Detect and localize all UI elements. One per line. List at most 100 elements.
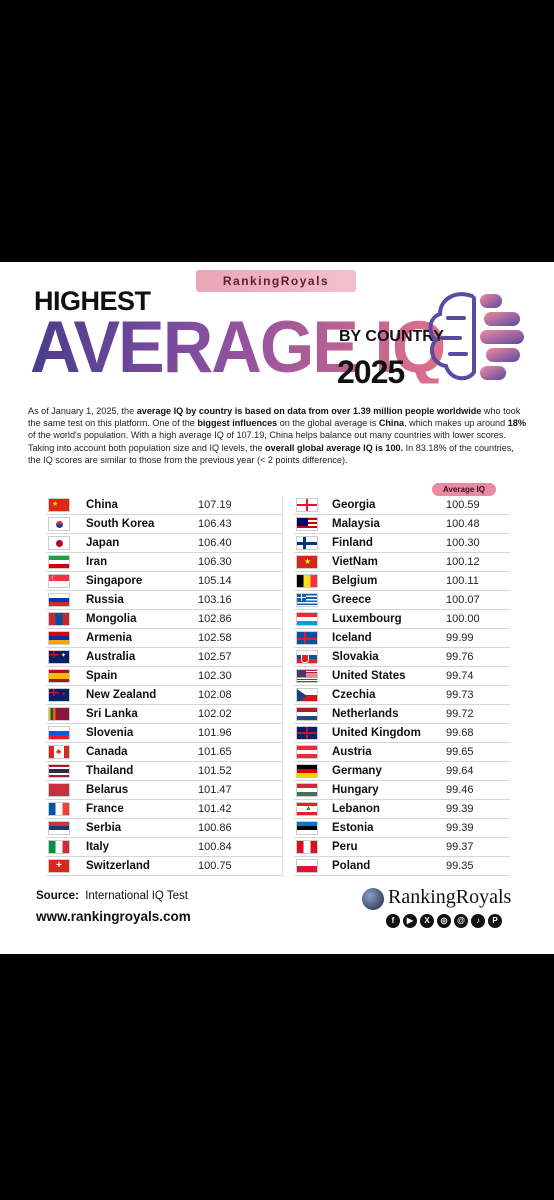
table-row: Malaysia 100.48 [294, 515, 510, 534]
iq-value: 100.75 [198, 860, 232, 872]
country-name: Serbia [86, 822, 122, 834]
slovakia-flag-icon [296, 650, 318, 664]
country-name: Malaysia [332, 518, 380, 530]
country-name: United States [332, 670, 406, 682]
country-name: Austria [332, 746, 372, 758]
table-row: Georgia 100.59 [294, 496, 510, 515]
country-name: Georgia [332, 499, 376, 511]
table-row: Belarus 101.47 [46, 781, 282, 800]
table-row: Mongolia 102.86 [46, 610, 282, 629]
facebook-icon[interactable]: f [386, 914, 400, 928]
website-url: www.rankingroyals.com [36, 909, 191, 924]
country-name: Poland [332, 860, 371, 872]
iq-value: 103.16 [198, 594, 232, 606]
tiktok-icon[interactable]: ♪ [471, 914, 485, 928]
table-row: United States 99.74 [294, 667, 510, 686]
country-name: Peru [332, 841, 358, 853]
poland-flag-icon [296, 859, 318, 873]
row-separator [46, 742, 282, 743]
country-name: Belgium [332, 575, 378, 587]
iq-value: 99.35 [446, 860, 474, 872]
iq-value: 100.59 [446, 499, 480, 511]
row-separator [46, 780, 282, 781]
iq-value: 107.19 [198, 499, 232, 511]
globe-icon [362, 888, 384, 910]
estonia-flag-icon [296, 821, 318, 835]
country-name: Belarus [86, 784, 129, 796]
threads-icon[interactable]: @ [454, 914, 468, 928]
row-separator [294, 552, 510, 553]
country-name: Mongolia [86, 613, 137, 625]
country-name: Luxembourg [332, 613, 402, 625]
germany-flag-icon [296, 764, 318, 778]
austria-flag-icon [296, 745, 318, 759]
country-name: Estonia [332, 822, 374, 834]
row-separator [46, 514, 282, 515]
table-row: Spain 102.30 [46, 667, 282, 686]
source-line: Source: International IQ Test [36, 890, 188, 902]
country-name: Slovenia [86, 727, 134, 739]
mongolia-flag-icon [48, 612, 70, 626]
table-row: ♣ Canada 101.65 [46, 743, 282, 762]
table-row: Netherlands 99.72 [294, 705, 510, 724]
table-row: Finland 100.30 [294, 534, 510, 553]
instagram-icon[interactable]: ◎ [437, 914, 451, 928]
intro-paragraph: As of January 1, 2025, the average IQ by… [28, 406, 526, 465]
row-separator [46, 818, 282, 819]
country-name: Switzerland [86, 860, 150, 872]
united-kingdom-flag-icon [296, 726, 318, 740]
table-row: Germany 99.64 [294, 762, 510, 781]
country-name: China [86, 499, 118, 511]
iq-value: 99.76 [446, 651, 474, 663]
country-name: Slovakia [332, 651, 379, 663]
row-separator [294, 685, 510, 686]
table-row: Italy 100.84 [46, 838, 282, 857]
country-name: Spain [86, 670, 118, 682]
row-separator [294, 818, 510, 819]
x-icon[interactable]: X [420, 914, 434, 928]
country-name: South Korea [86, 518, 155, 530]
hungary-flag-icon [296, 783, 318, 797]
country-name: Greece [332, 594, 372, 606]
row-separator [294, 875, 510, 876]
table-row: Iceland 99.99 [294, 629, 510, 648]
country-name: United Kingdom [332, 727, 421, 739]
china-flag-icon: ★ [48, 498, 70, 512]
iq-value: 105.14 [198, 575, 232, 587]
vietnam-flag-icon: ★ [296, 555, 318, 569]
czechia-flag-icon [296, 688, 318, 702]
pinterest-icon[interactable]: P [488, 914, 502, 928]
armenia-flag-icon [48, 631, 70, 645]
country-name: Armenia [86, 632, 133, 644]
row-separator [294, 856, 510, 857]
youtube-icon[interactable]: ▶ [403, 914, 417, 928]
iceland-flag-icon [296, 631, 318, 645]
table-row: + Switzerland 100.75 [46, 857, 282, 876]
row-separator [294, 590, 510, 591]
table-row: ▲ Lebanon 99.39 [294, 800, 510, 819]
row-separator [46, 609, 282, 610]
average-iq-header: Average IQ [432, 483, 496, 496]
country-name: Italy [86, 841, 110, 853]
iq-value: 102.08 [198, 689, 232, 701]
singapore-flag-icon: ☾ [48, 574, 70, 588]
table-row: Serbia 100.86 [46, 819, 282, 838]
south-korea-flag-icon [48, 517, 70, 531]
column-divider [282, 496, 283, 876]
title-highest: HIGHEST [34, 286, 151, 316]
table-row: Peru 99.37 [294, 838, 510, 857]
iq-value: 102.30 [198, 670, 232, 682]
row-separator [46, 628, 282, 629]
country-name: Netherlands [332, 708, 399, 720]
malaysia-flag-icon [296, 517, 318, 531]
row-separator [46, 533, 282, 534]
finland-flag-icon [296, 536, 318, 550]
table-row: Greece 100.07 [294, 591, 510, 610]
row-separator [294, 514, 510, 515]
table-row: ☾ Singapore 105.14 [46, 572, 282, 591]
row-separator [294, 647, 510, 648]
japan-flag-icon [48, 536, 70, 550]
country-name: Thailand [86, 765, 134, 777]
row-separator [294, 571, 510, 572]
row-separator [294, 723, 510, 724]
